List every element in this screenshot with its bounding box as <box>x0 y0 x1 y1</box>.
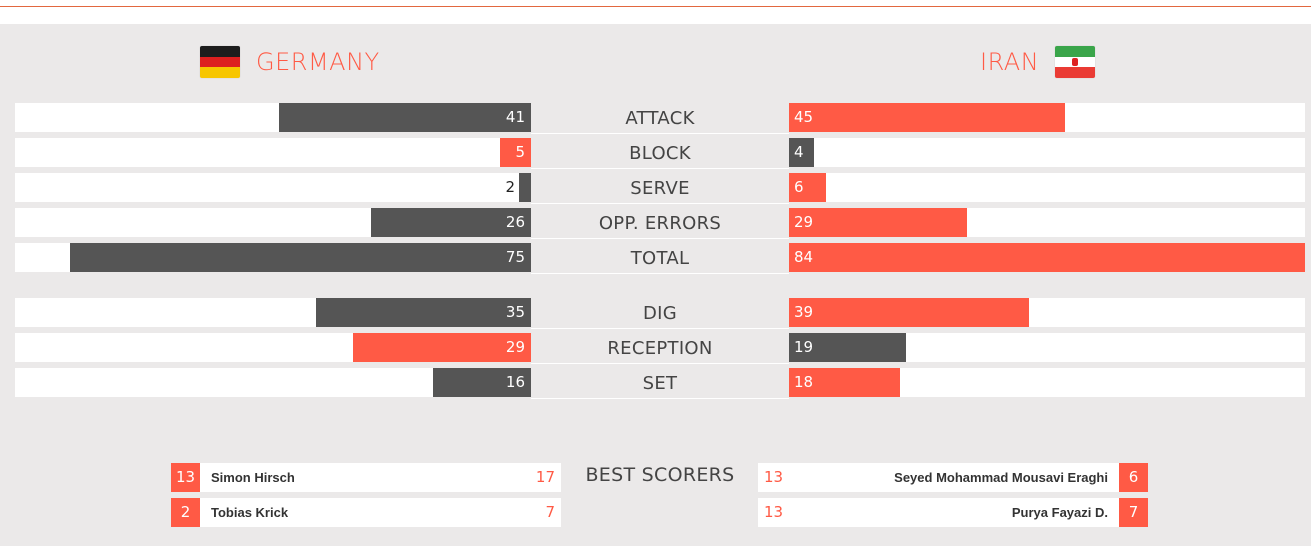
row-separator <box>531 273 789 274</box>
home-value: 2 <box>505 178 515 196</box>
row-separator <box>531 133 789 134</box>
away-value: 4 <box>794 143 804 161</box>
away-scorer-row: 13 Seyed Mohammad Mousavi Eraghi 6 <box>758 463 1148 492</box>
scorer-points: 7 <box>545 503 555 521</box>
scorer-number: 7 <box>1119 498 1148 527</box>
home-value: 35 <box>505 303 525 321</box>
stat-label: ATTACK <box>625 108 695 129</box>
stat-label: TOTAL <box>630 248 690 269</box>
row-separator <box>531 363 789 364</box>
germany-flag-icon <box>200 46 240 78</box>
scorer-name: Seyed Mohammad Mousavi Eraghi <box>894 470 1108 485</box>
home-bar <box>279 103 531 132</box>
away-bar <box>789 298 1029 327</box>
scorer-points: 17 <box>535 468 555 486</box>
away-team-header: IRAN <box>980 46 1096 78</box>
away-value: 19 <box>794 338 814 356</box>
home-bar <box>353 333 531 362</box>
home-scorer-row: 13 Simon Hirsch 17 <box>171 463 561 492</box>
home-value: 41 <box>505 108 525 126</box>
home-bar <box>433 368 531 397</box>
away-value: 45 <box>794 108 814 126</box>
away-value: 39 <box>794 303 814 321</box>
row-separator <box>531 398 789 399</box>
iran-flag-icon <box>1055 46 1096 78</box>
home-scorer-row: 2 Tobias Krick 7 <box>171 498 561 527</box>
away-team-name: IRAN <box>980 48 1040 76</box>
home-track <box>15 173 531 202</box>
stat-label: SET <box>642 373 678 394</box>
stat-label: OPP. ERRORS <box>598 213 722 234</box>
away-bar <box>789 173 826 202</box>
scorer-number: 13 <box>171 463 200 492</box>
away-scorer-row: 13 Purya Fayazi D. 7 <box>758 498 1148 527</box>
scorer-points: 13 <box>764 468 784 486</box>
scorer-name: Simon Hirsch <box>211 470 295 485</box>
away-bar <box>789 103 1065 132</box>
home-team-name: GERMANY <box>256 48 380 76</box>
best-scorers-label: BEST SCORERS <box>585 464 735 486</box>
scorer-name: Tobias Krick <box>211 505 289 520</box>
scorer-number: 2 <box>171 498 200 527</box>
stat-label: DIG <box>642 303 678 324</box>
home-track <box>15 138 531 167</box>
stat-label: SERVE <box>630 178 690 199</box>
home-value: 26 <box>505 213 525 231</box>
home-bar <box>519 173 531 202</box>
home-bar <box>316 298 531 327</box>
home-value: 5 <box>515 143 525 161</box>
row-separator <box>531 203 789 204</box>
home-value: 75 <box>505 248 525 266</box>
home-value: 29 <box>505 338 525 356</box>
away-value: 18 <box>794 373 814 391</box>
away-value: 84 <box>794 248 814 266</box>
home-bar <box>500 138 531 167</box>
away-bar <box>789 333 906 362</box>
stat-label: RECEPTION <box>607 338 713 359</box>
scorer-name: Purya Fayazi D. <box>1011 505 1108 520</box>
away-value: 29 <box>794 213 814 231</box>
away-track <box>789 173 1305 202</box>
home-bar <box>371 208 531 237</box>
away-track <box>789 138 1305 167</box>
home-value: 16 <box>505 373 525 391</box>
away-bar <box>789 138 814 167</box>
away-value: 6 <box>794 178 804 196</box>
away-bar <box>789 208 967 237</box>
top-divider <box>0 6 1311 7</box>
home-team-header: GERMANY <box>200 46 380 78</box>
row-separator <box>531 328 789 329</box>
row-separator <box>531 238 789 239</box>
home-bar <box>70 243 531 272</box>
away-bar <box>789 368 900 397</box>
away-bar <box>789 243 1305 272</box>
scorer-points: 13 <box>764 503 784 521</box>
row-separator <box>531 168 789 169</box>
stat-label: BLOCK <box>629 143 691 164</box>
scorer-number: 6 <box>1119 463 1148 492</box>
